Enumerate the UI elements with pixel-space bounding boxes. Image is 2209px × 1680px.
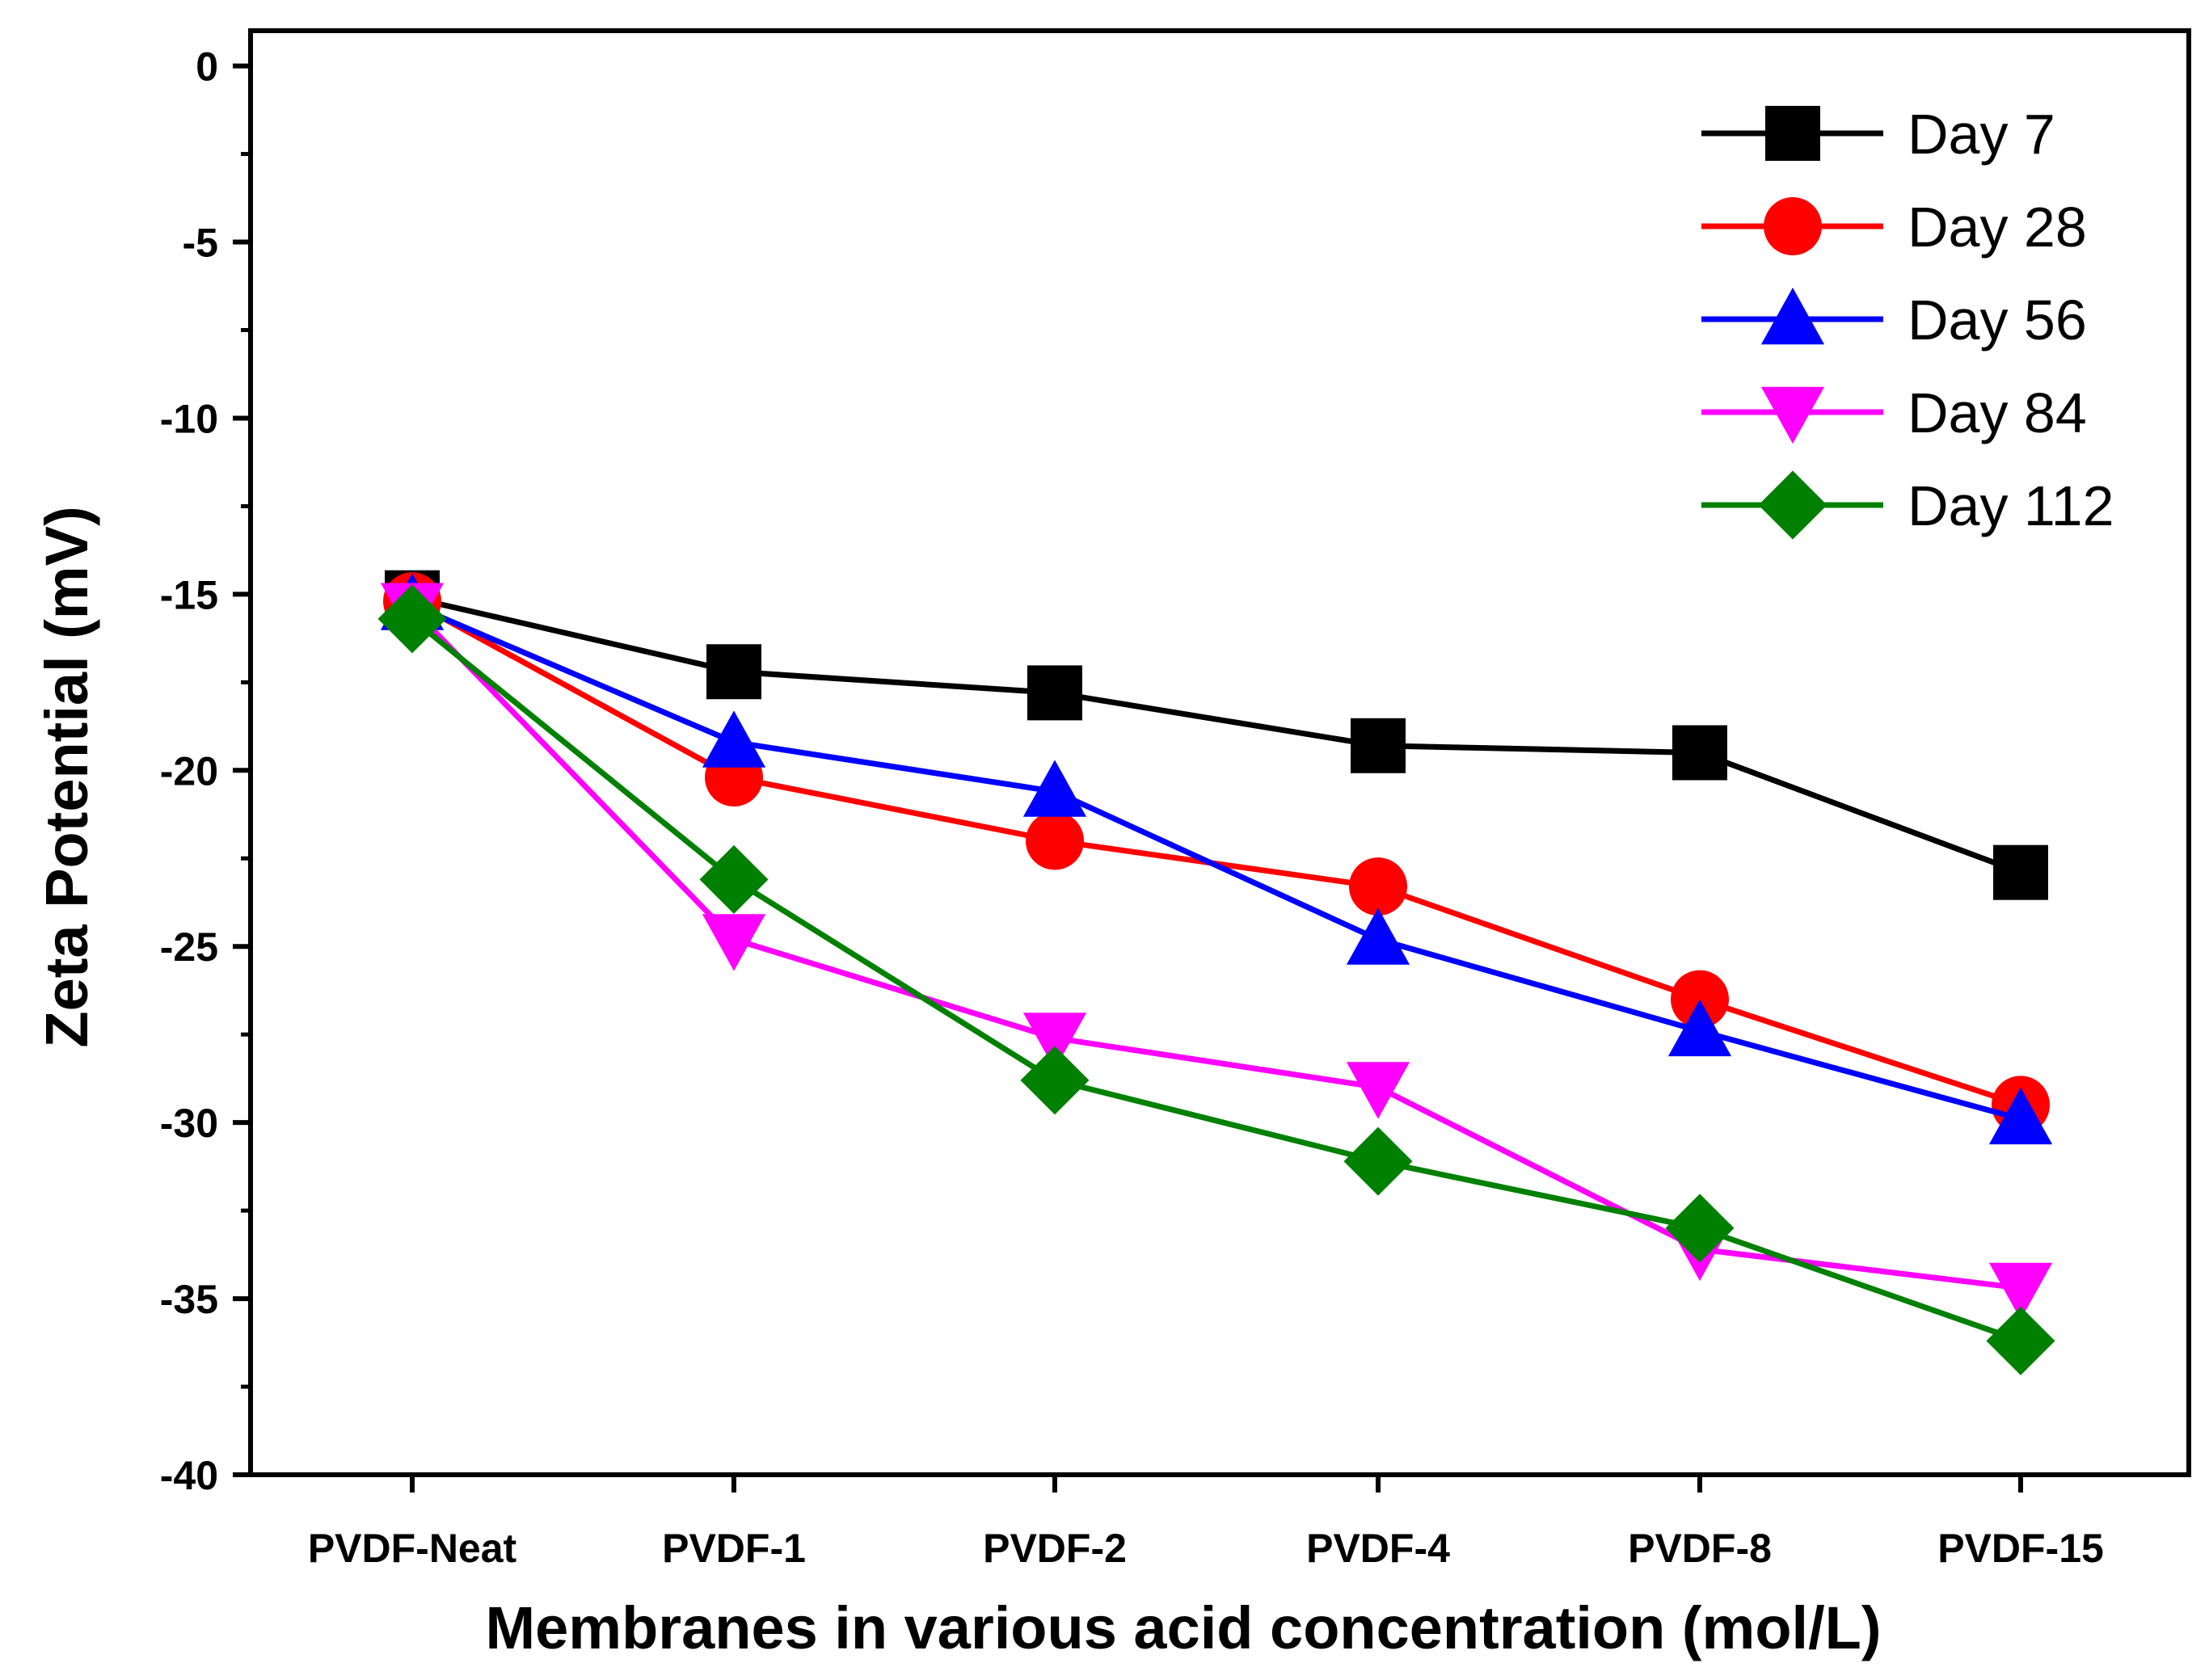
data-point	[1022, 760, 1087, 817]
legend-marker	[1760, 287, 1825, 345]
data-point	[377, 584, 447, 654]
data-point	[1986, 1306, 2055, 1375]
y-axis-title: Zeta Potential (mV)	[33, 506, 100, 1047]
x-tick-label: PVDF-4	[1306, 1526, 1450, 1571]
y-tick-label: -25	[160, 924, 218, 970]
legend-marker	[1760, 386, 1825, 444]
plot-frame	[248, 28, 2191, 1477]
x-tick-label: PVDF-8	[1628, 1526, 1772, 1571]
series-day-112	[377, 584, 2055, 1375]
data-point	[1988, 1262, 2053, 1320]
legend-label: Day 56	[1908, 288, 2087, 352]
data-point	[706, 644, 761, 700]
legend: Day 7 Day 28 Day 56 Day 84 Day 112	[1701, 103, 2114, 540]
data-point	[1667, 999, 1732, 1057]
legend-label: Day 7	[1908, 103, 2055, 166]
data-point	[1665, 1194, 1735, 1263]
legend-item: Day 56	[1701, 287, 2087, 352]
y-tick-label: 0	[196, 44, 218, 90]
data-point	[1672, 725, 1727, 781]
x-tick-label: PVDF-2	[983, 1526, 1127, 1571]
data-point	[1022, 1013, 1087, 1070]
x-axis-title: Membranes in various acid concentration …	[485, 1594, 1881, 1661]
legend-item: Day 84	[1701, 381, 2087, 444]
x-tick-label: PVDF-Neat	[308, 1526, 517, 1571]
legend-item: Day 7	[1701, 103, 2055, 166]
data-point	[1027, 665, 1082, 721]
data-point	[702, 914, 766, 971]
data-point	[702, 710, 766, 768]
legend-marker	[1765, 106, 1820, 161]
y-tick-label: -40	[160, 1453, 218, 1498]
data-point	[1351, 718, 1406, 773]
data-point	[699, 844, 769, 914]
data-point	[1346, 1062, 1410, 1119]
x-axis: PVDF-Neat PVDF-1 PVDF-2 PVDF-4 PVDF-8 PVDF-15	[308, 1475, 2104, 1571]
data-point	[1346, 907, 1410, 965]
legend-label: Day 28	[1908, 196, 2087, 259]
data-point	[1026, 811, 1084, 870]
plot-area	[248, 28, 2191, 1477]
data-point	[1993, 844, 2048, 900]
y-tick-label: -15	[160, 572, 218, 617]
y-tick-label: -10	[160, 396, 218, 441]
legend-marker	[1758, 470, 1827, 540]
series-line	[411, 602, 2021, 1122]
y-axis: 0 -5 -10 -15 -20 -25 -30 -35 -40	[160, 44, 251, 1498]
data-point	[1988, 1087, 2053, 1145]
legend-label: Day 84	[1908, 381, 2087, 444]
y-tick-label: -35	[160, 1277, 218, 1322]
series-line	[410, 606, 2021, 1291]
data-point	[1349, 857, 1407, 916]
series-line	[411, 595, 2022, 875]
y-tick-label: -5	[183, 221, 218, 266]
legend-marker	[1764, 197, 1822, 255]
y-tick-label: -30	[160, 1101, 218, 1146]
legend-label: Day 112	[1908, 474, 2114, 537]
data-point	[1671, 970, 1729, 1029]
data-point	[1020, 1046, 1090, 1115]
y-tick-label: -20	[160, 748, 218, 794]
data-point	[1343, 1126, 1413, 1196]
x-tick-label: PVDF-1	[662, 1526, 806, 1571]
series-line	[410, 617, 2022, 1344]
series-layer	[377, 570, 2055, 1375]
x-tick-label: PVDF-15	[1937, 1526, 2104, 1571]
legend-item: Day 28	[1701, 196, 2087, 259]
legend-item: Day 112	[1701, 470, 2114, 540]
